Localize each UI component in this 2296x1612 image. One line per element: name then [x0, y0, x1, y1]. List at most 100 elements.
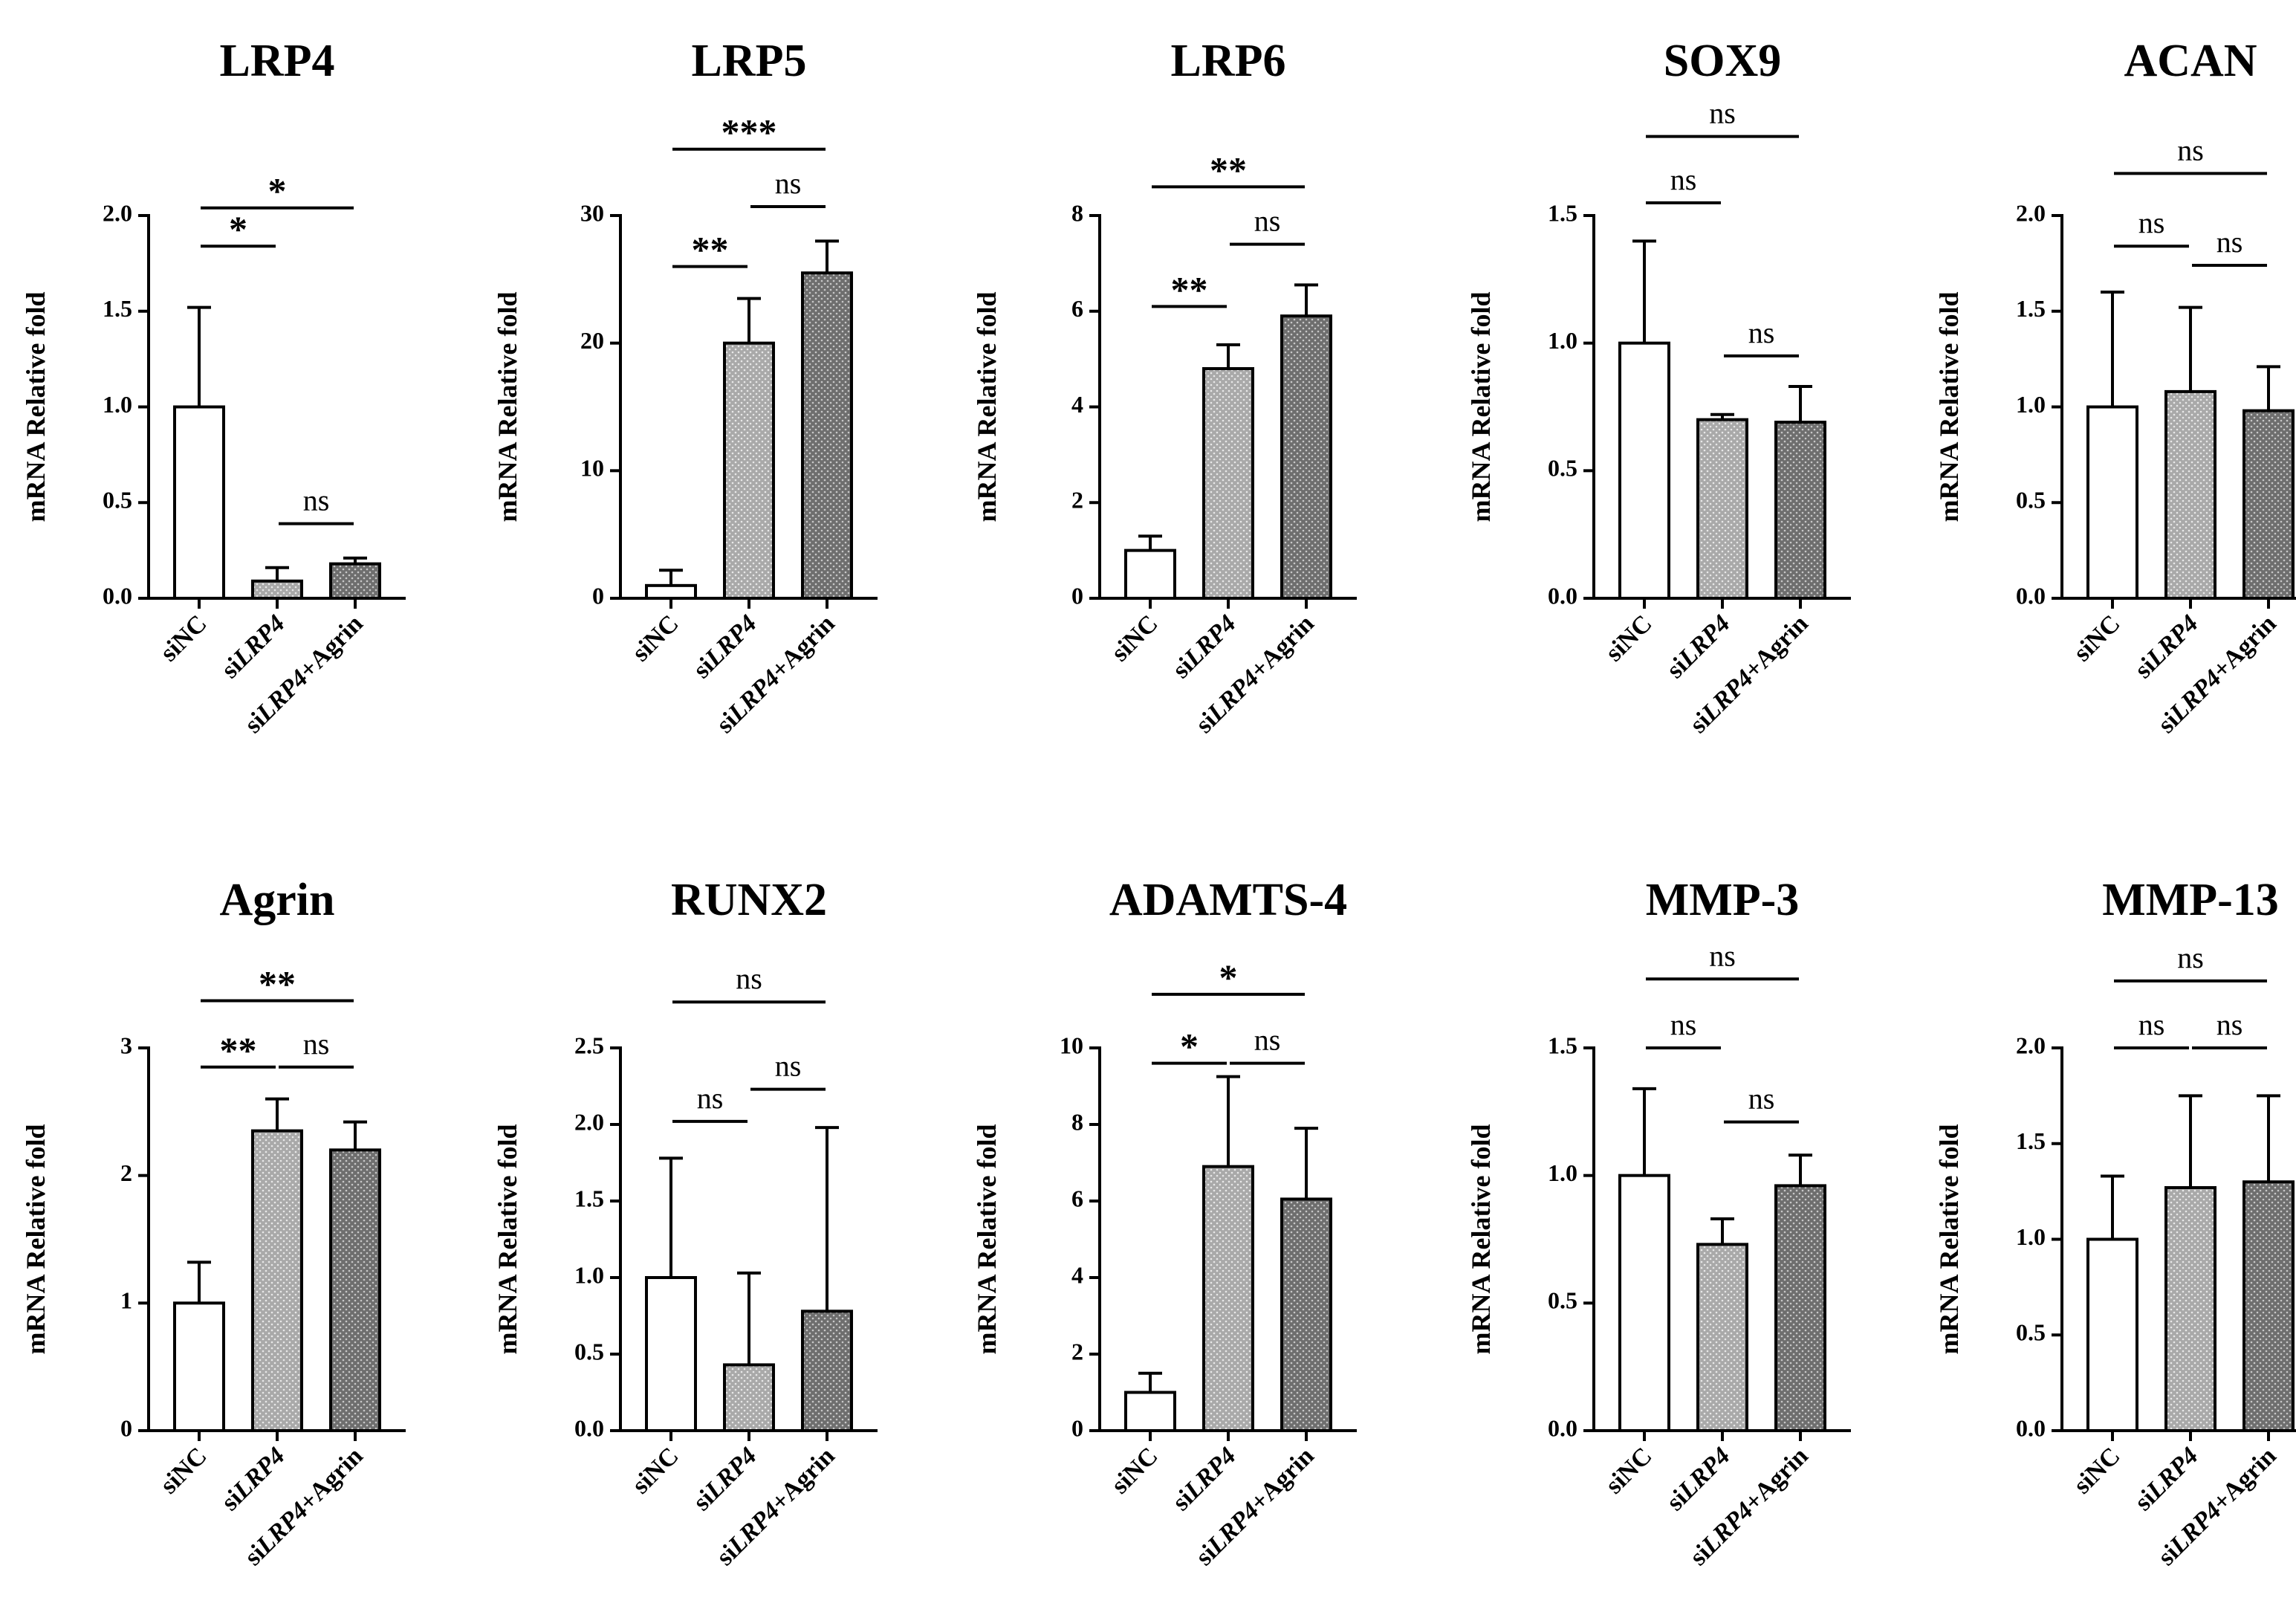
x-tick-label: siLRP4 — [216, 609, 291, 684]
chart-title: MMP-3 — [1646, 875, 1800, 925]
y-axis-label: mRNA Relative fold — [972, 1124, 1002, 1355]
y-tick-label: 4 — [1071, 391, 1083, 418]
x-tick-label: siLRP4 — [688, 609, 762, 684]
y-tick-label: 0.5 — [2016, 1319, 2046, 1346]
significance-label: * — [1219, 956, 1238, 998]
y-tick-label: 0.5 — [2016, 487, 2046, 514]
chart-panel: MMP-13 mRNA Relative fold 0.0 0.5 1.0 1.5 2.0 s… — [1934, 875, 2296, 1571]
bar — [1774, 421, 1826, 600]
y-tick-label: 1.5 — [1548, 1032, 1577, 1058]
x-tick-label: siNC — [1601, 1442, 1658, 1499]
significance-label: ns — [775, 1049, 802, 1083]
significance-label: ns — [1254, 1023, 1281, 1057]
bar — [2086, 405, 2138, 600]
bar — [645, 1276, 697, 1432]
chart-title: ADAMTS-4 — [1109, 875, 1347, 925]
bar — [2086, 1237, 2138, 1432]
y-axis-label: mRNA Relative fold — [21, 1124, 51, 1355]
y-tick-label: 0 — [592, 582, 604, 609]
significance-label: ns — [2138, 206, 2165, 239]
x-tick-label: siNC — [1601, 609, 1658, 667]
significance-label: ns — [736, 962, 762, 995]
significance-label: ns — [1670, 163, 1697, 196]
bar — [2243, 409, 2295, 601]
bar — [2243, 1180, 2295, 1432]
y-tick-label: 2 — [1071, 1338, 1083, 1365]
bar — [2164, 389, 2216, 601]
bar — [173, 405, 225, 600]
significance-label: * — [1180, 1026, 1199, 1067]
significance-label: ** — [692, 229, 729, 271]
y-tick-label: 0.0 — [1548, 1414, 1577, 1441]
y-tick-label: 0.0 — [2016, 1414, 2046, 1441]
y-tick-label: 1.0 — [103, 391, 132, 418]
bar — [723, 1363, 775, 1433]
significance-label: ns — [775, 166, 802, 200]
bar — [1124, 548, 1176, 600]
significance-label: ns — [1709, 939, 1736, 972]
chart-title: RUNX2 — [671, 875, 827, 925]
y-tick-label: 2 — [120, 1159, 132, 1186]
y-tick-label: 1.0 — [2016, 391, 2046, 418]
significance-label: ns — [1748, 1082, 1775, 1116]
significance-label: * — [268, 170, 287, 212]
bar — [251, 579, 303, 601]
y-axis-label: mRNA Relative fold — [21, 292, 51, 522]
y-tick-label: 0.5 — [1548, 455, 1577, 482]
y-tick-label: 2.0 — [2016, 1032, 2046, 1058]
x-tick-label: siNC — [627, 1442, 684, 1499]
y-axis-label: mRNA Relative fold — [1466, 1124, 1496, 1355]
bar — [2164, 1185, 2216, 1432]
significance-label: ns — [1254, 204, 1281, 238]
chart-panel: ACAN mRNA Relative fold 0.0 0.5 1.0 1.5 2.0 siN… — [1934, 36, 2296, 739]
bar — [801, 271, 853, 600]
x-tick-label: siNC — [2069, 1442, 2126, 1499]
x-tick-label: siNC — [155, 609, 213, 667]
x-tick-label: siLRP4 — [2130, 1442, 2204, 1516]
y-tick-label: 0.0 — [2016, 582, 2046, 609]
bar — [1774, 1184, 1826, 1433]
y-axis-label: mRNA Relative fold — [493, 1124, 522, 1355]
y-tick-label: 3 — [120, 1032, 132, 1058]
y-tick-label: 6 — [1071, 295, 1083, 322]
y-tick-label: 10 — [580, 455, 604, 482]
significance-label: ns — [2216, 225, 2243, 259]
bar — [645, 583, 697, 600]
significance-label: ns — [2216, 1008, 2243, 1041]
y-tick-label: 1.5 — [103, 295, 132, 322]
y-tick-label: 4 — [1071, 1261, 1083, 1288]
significance-label: ns — [1709, 97, 1736, 130]
y-tick-label: 8 — [1071, 1108, 1083, 1135]
chart-panel: ADAMTS-4 mRNA Relative fold 0 2 4 6 8 10 siNCsiL… — [972, 875, 1357, 1571]
bar — [1280, 314, 1332, 600]
y-tick-label: 1.5 — [2016, 295, 2046, 322]
x-tick-label: siLRP4 — [216, 1442, 291, 1516]
significance-label: ns — [2177, 941, 2204, 974]
y-tick-label: 10 — [1060, 1032, 1083, 1058]
bar — [329, 562, 381, 601]
bar — [1696, 1243, 1748, 1433]
x-tick-label: siLRP4 — [1661, 609, 1736, 684]
bar — [1618, 341, 1670, 600]
chart-panel: LRP4 mRNA Relative fold 0.0 0.5 1.0 1.5 2.0 siN… — [21, 36, 406, 739]
chart-title: MMP-13 — [2102, 875, 2279, 925]
y-tick-label: 1.0 — [1548, 327, 1577, 354]
y-tick-label: 2.0 — [103, 199, 132, 226]
x-tick-label: siLRP4 — [1167, 1442, 1242, 1516]
x-tick-label: siNC — [2069, 609, 2126, 667]
y-axis-label: mRNA Relative fold — [1934, 292, 1964, 522]
y-axis-label: mRNA Relative fold — [493, 292, 522, 522]
chart-title: LRP4 — [220, 36, 335, 86]
y-tick-label: 0 — [120, 1414, 132, 1441]
y-tick-label: 8 — [1071, 199, 1083, 226]
significance-label: ns — [303, 1027, 330, 1061]
y-tick-label: 1.5 — [1548, 199, 1577, 226]
y-tick-label: 2.0 — [574, 1108, 604, 1135]
significance-label: ** — [259, 962, 296, 1004]
chart-panel: SOX9 mRNA Relative fold 0.0 0.5 1.0 1.5 siNCsi… — [1466, 36, 1851, 739]
x-tick-label: siNC — [1106, 609, 1164, 667]
significance-label: ns — [1670, 1008, 1697, 1041]
